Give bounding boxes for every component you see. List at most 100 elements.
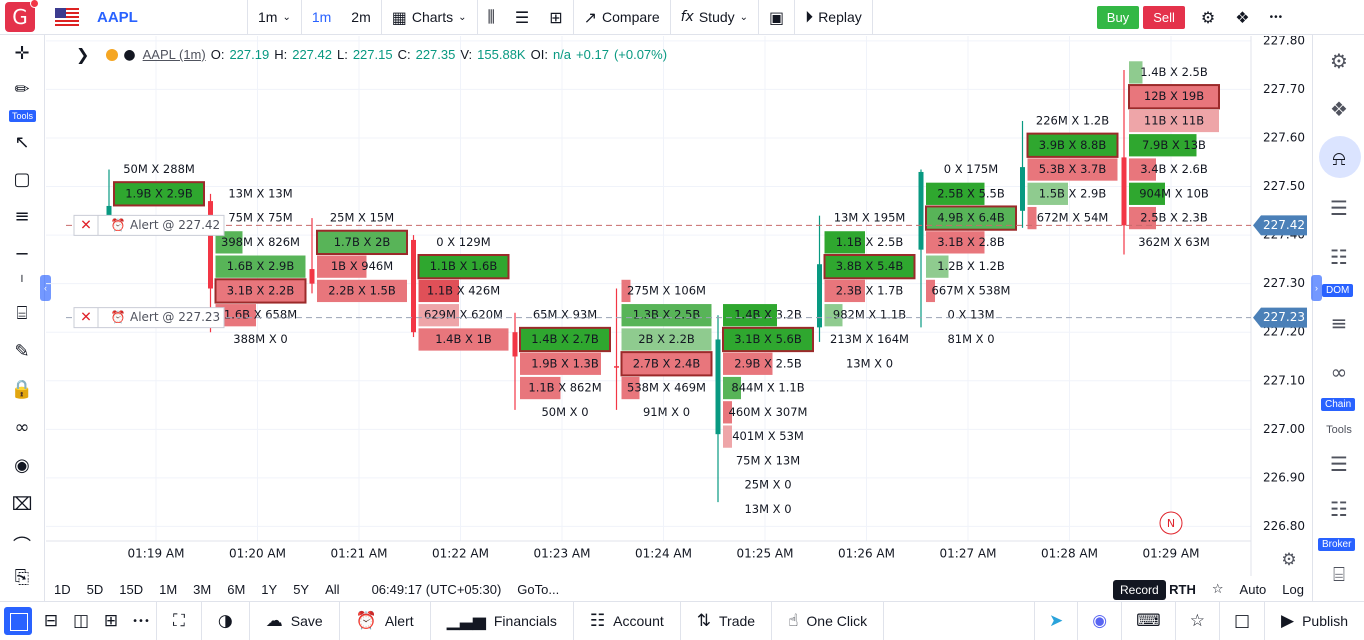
dom-icon[interactable]: ☷ (1330, 245, 1348, 269)
sell-button[interactable]: Sell (1143, 5, 1185, 29)
magnet-pencil-icon[interactable]: ✎ (14, 341, 30, 362)
broker-badge[interactable]: Broker (1318, 538, 1356, 551)
theme-button[interactable]: ◑ (202, 602, 250, 640)
layout-button[interactable]: ⊞ (539, 0, 572, 35)
poc-highlight-box (417, 254, 510, 280)
cursor-arrow-icon[interactable]: ↖ (14, 132, 30, 153)
poc-highlight-box (1026, 132, 1119, 158)
log-scale-toggle[interactable]: Log (1282, 581, 1304, 597)
range-5y[interactable]: 5Y (293, 581, 310, 597)
one-click-button[interactable]: ☝ One Click (772, 602, 885, 640)
list-icon[interactable]: ≡ (1330, 311, 1348, 335)
alerts-button[interactable] (1319, 136, 1361, 178)
footprint-cell-bar (520, 328, 610, 351)
notes-icon[interactable]: ⌸ (1333, 562, 1345, 586)
save-label: Save (290, 613, 323, 629)
range-3m[interactable]: 3M (193, 581, 212, 597)
layers-button[interactable]: ❖ (1225, 0, 1259, 35)
alert-button[interactable]: ⏰ Alert (340, 602, 431, 640)
financials-button[interactable]: ▁▃▅ Financials (431, 602, 574, 640)
range-6m[interactable]: 6M (227, 581, 246, 597)
divider (247, 0, 248, 35)
symbol-search[interactable]: AAPL (97, 8, 138, 26)
layers-icon: ❖ (1235, 7, 1250, 27)
range-15d[interactable]: 15D (119, 581, 144, 597)
range-1y[interactable]: 1Y (261, 581, 278, 597)
rth-toggle[interactable]: RTH (1169, 581, 1196, 597)
publish-label: Publish (1302, 613, 1348, 629)
keyboard-button[interactable]: ⌨ (1122, 602, 1176, 640)
x-tick-label: 01:21 AM (331, 547, 388, 561)
footprint-cell-text: 1.2B X 1.2B (937, 259, 1005, 273)
rectangle-icon[interactable]: ▢ (13, 169, 31, 190)
settings-button[interactable]: ⚙ (1191, 0, 1225, 35)
trash-icon[interactable]: ⌧ (11, 494, 33, 515)
publish-button[interactable]: ▶ Publish (1265, 602, 1364, 640)
crosshair-icon[interactable]: ✛ (14, 43, 30, 64)
record-button[interactable]: □ (1220, 602, 1265, 640)
interval-2m-button[interactable]: 2m (351, 9, 371, 25)
screenshot-icon[interactable]: ⎘ (14, 567, 30, 588)
app-logo[interactable]: G (5, 0, 39, 32)
watchlist-icon[interactable]: ☰ (1330, 196, 1348, 220)
layout-horizontal-split-icon[interactable]: ⊟ (43, 611, 59, 631)
footprint-cell-bar (215, 255, 306, 278)
range-all[interactable]: All (325, 581, 340, 597)
account-button[interactable]: ☷ Account (574, 602, 681, 640)
candle-type-button[interactable]: ⫼ (478, 0, 505, 35)
ruler-icon[interactable]: ⌒ (13, 536, 31, 557)
buy-button[interactable]: Buy (1096, 5, 1140, 29)
horizontal-line-icon[interactable]: ─ (16, 244, 28, 265)
ideas-button[interactable]: ☆ (1176, 602, 1220, 640)
chain-link-icon[interactable]: ∞ (1330, 360, 1348, 384)
chain-badge[interactable]: Chain (1321, 398, 1356, 411)
charts-menu[interactable]: ▦ Charts ⌄ (382, 0, 477, 35)
mouse-icon[interactable]: ⌸ (16, 303, 28, 324)
layout-quad-icon[interactable]: ⊞ (103, 611, 119, 631)
link-icon[interactable]: ∞ (14, 417, 30, 438)
save-button[interactable]: ☁ Save (250, 602, 340, 640)
range-1m[interactable]: 1M (159, 581, 178, 597)
clock[interactable]: 06:49:17 (UTC+05:30) (371, 581, 502, 597)
telegram-button[interactable]: ➤ (1034, 602, 1079, 640)
dom-badge[interactable]: DOM (1322, 284, 1354, 297)
more-button[interactable]: ••• (1260, 0, 1294, 35)
footprint-chart[interactable]: 227.80227.70227.60227.50227.40227.30227.… (46, 36, 1312, 576)
candle-body (208, 201, 213, 289)
replay-button[interactable]: ⏵ Replay (795, 0, 872, 35)
range-bar-right: RTH ☆ Auto Log (1161, 577, 1312, 601)
study-menu[interactable]: fx Study ⌄ (671, 0, 758, 35)
compare-button[interactable]: ↗ Compare (574, 0, 670, 35)
auto-scale-toggle[interactable]: Auto (1239, 581, 1267, 597)
star-icon[interactable]: ☆ (1211, 581, 1224, 597)
chevron-right-icon[interactable]: ❯ (76, 45, 90, 64)
instagram-button[interactable]: ▣ (759, 0, 794, 35)
layout-single-button[interactable] (4, 607, 32, 635)
interval-select[interactable]: 1m ⌄ (248, 0, 301, 35)
legend-symbol[interactable]: AAPL (1m) (142, 47, 206, 62)
range-1d[interactable]: 1D (54, 581, 71, 597)
apps-grid-icon[interactable]: ☷ (1330, 497, 1348, 521)
trade-button[interactable]: ⇅ Trade (681, 602, 773, 640)
fib-lines-icon[interactable]: ≡ (14, 206, 30, 227)
panels-icon[interactable]: ☰ (1330, 452, 1348, 476)
footprint-button[interactable]: ☰ (505, 0, 539, 35)
interval-1m-button[interactable]: 1m (311, 9, 332, 25)
gear-icon[interactable]: ⚙ (1330, 49, 1348, 73)
footprint-cell-text: 1.5B X 2.9B (1039, 186, 1107, 200)
layers-icon[interactable]: ❖ (1330, 97, 1348, 121)
footprint-cell-bar (723, 425, 732, 448)
layout-vertical-split-icon[interactable]: ◫ (72, 611, 90, 631)
goto-button[interactable]: GoTo... (517, 581, 560, 597)
pencil-icon[interactable]: ✏ (14, 79, 30, 100)
collapse-left-toolbar-button[interactable]: ‹ (40, 275, 51, 301)
range-5d[interactable]: 5D (86, 581, 104, 597)
collapse-right-toolbar-button[interactable]: › (1311, 275, 1322, 301)
brush-icon[interactable]: ╵ (18, 275, 26, 289)
bell-icon[interactable]: ⍾ (1332, 146, 1346, 170)
eye-icon[interactable]: ◉ (14, 455, 30, 476)
more-layouts-icon[interactable]: ••• (132, 615, 150, 627)
fullscreen-button[interactable]: ⛶ (156, 602, 202, 640)
discord-button[interactable]: ◉ (1078, 602, 1123, 640)
lock-icon[interactable]: 🔒 (10, 379, 34, 400)
